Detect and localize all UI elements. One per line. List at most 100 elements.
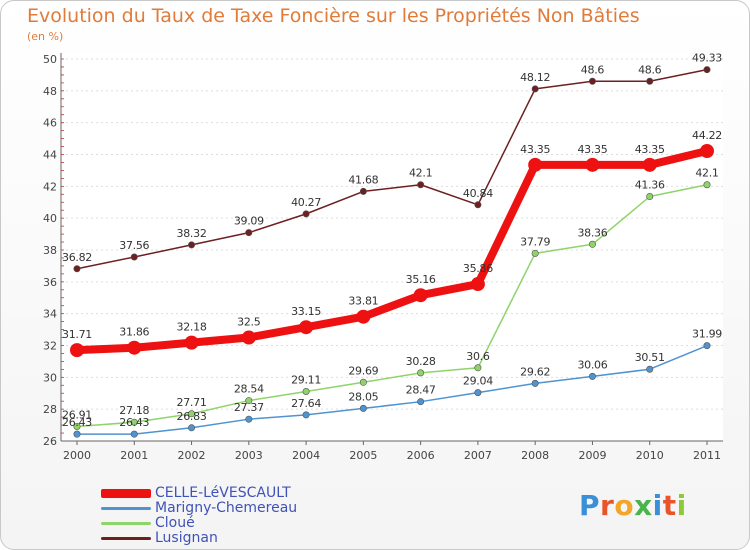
data-label-celle-l-vescault: 33.15 — [291, 305, 321, 318]
data-point-celle-l-vescault — [470, 277, 485, 292]
data-point-celle-l-vescault — [127, 340, 142, 355]
data-point-clou — [474, 364, 482, 372]
y-tick-label: 34 — [43, 308, 57, 321]
data-point-lusignan — [73, 265, 81, 273]
series-line-clou — [76, 184, 708, 428]
data-point-lusignan — [531, 85, 539, 93]
data-point-celle-l-vescault — [241, 330, 256, 345]
data-point-clou — [73, 423, 81, 431]
data-label-clou: 27.71 — [177, 396, 207, 409]
legend-item-marigny: Marigny-Chemereau — [101, 501, 297, 516]
data-point-celle-l-vescault — [528, 157, 543, 172]
data-label-clou: 30.28 — [406, 355, 436, 368]
legend: CELLE-LéVESCAULT Marigny-Chemereau Cloué… — [101, 486, 297, 546]
legend-swatch-cloue — [101, 522, 151, 525]
data-label-lusignan: 41.68 — [348, 173, 378, 186]
data-point-lusignan — [359, 187, 367, 195]
data-point-marigny-chemereau — [188, 424, 196, 432]
data-point-marigny-chemereau — [302, 411, 310, 419]
data-label-celle-l-vescault: 31.86 — [119, 326, 149, 339]
data-point-marigny-chemereau — [73, 430, 81, 438]
data-label-marigny-chemereau: 27.37 — [234, 401, 264, 414]
data-label-marigny-chemereau: 29.04 — [463, 375, 493, 388]
data-label-celle-l-vescault: 32.18 — [177, 321, 207, 334]
data-label-celle-l-vescault: 43.35 — [520, 143, 550, 156]
data-point-celle-l-vescault — [299, 320, 314, 335]
data-label-lusignan: 48.12 — [520, 71, 550, 84]
data-point-clou — [646, 193, 654, 201]
data-label-clou: 26.91 — [62, 409, 92, 422]
data-point-clou — [130, 418, 138, 426]
x-tick-label: 2003 — [235, 449, 263, 462]
plot-area — [61, 53, 723, 441]
data-label-marigny-chemereau: 30.51 — [635, 351, 665, 364]
data-label-lusignan: 48.6 — [581, 63, 605, 76]
data-point-clou — [245, 397, 253, 405]
logo-letter: P — [579, 489, 601, 522]
data-point-marigny-chemereau — [474, 389, 482, 397]
y-tick-label: 40 — [43, 212, 57, 225]
x-tick-label: 2006 — [407, 449, 435, 462]
data-point-marigny-chemereau — [588, 372, 596, 380]
data-point-celle-l-vescault — [700, 143, 714, 158]
data-label-lusignan: 39.09 — [234, 215, 264, 228]
logo-letter: t — [662, 489, 677, 522]
y-tick-label: 48 — [43, 85, 57, 98]
data-label-lusignan: 40.84 — [463, 187, 493, 200]
y-tick-label: 26 — [43, 435, 57, 448]
x-tick-label: 2007 — [464, 449, 492, 462]
legend-label-lusignan: Lusignan — [155, 530, 218, 546]
data-point-lusignan — [703, 66, 711, 74]
data-point-marigny-chemereau — [245, 415, 253, 423]
y-tick-label: 30 — [43, 371, 57, 384]
data-point-celle-l-vescault — [585, 157, 600, 172]
data-label-lusignan: 37.56 — [119, 239, 149, 252]
data-label-clou: 29.11 — [291, 373, 321, 386]
data-label-marigny-chemereau: 29.62 — [520, 365, 550, 378]
x-tick-label: 2000 — [63, 449, 91, 462]
data-point-clou — [302, 387, 310, 395]
x-tick-label: 2001 — [120, 449, 148, 462]
logo-letter: x — [634, 489, 653, 522]
data-label-clou: 41.36 — [635, 179, 665, 192]
data-point-lusignan — [302, 210, 310, 218]
data-label-clou: 37.79 — [520, 235, 550, 248]
data-point-marigny-chemereau — [417, 398, 425, 406]
x-tick-label: 2011 — [693, 449, 721, 462]
data-label-lusignan: 48.6 — [638, 63, 662, 76]
data-label-clou: 42.1 — [695, 167, 718, 180]
data-point-clou — [531, 249, 539, 257]
proxiti-logo: Proxiti — [579, 489, 687, 522]
x-tick-label: 2004 — [292, 449, 320, 462]
data-label-marigny-chemereau: 28.47 — [406, 384, 436, 397]
data-point-marigny-chemereau — [130, 430, 138, 438]
data-label-celle-l-vescault: 31.71 — [62, 328, 92, 341]
y-tick-label: 32 — [43, 340, 57, 353]
data-label-clou: 29.69 — [348, 364, 378, 377]
data-label-lusignan: 49.33 — [692, 52, 722, 65]
data-label-celle-l-vescault: 43.35 — [635, 143, 665, 156]
logo-letter: r — [600, 489, 615, 522]
y-tick-label: 42 — [43, 180, 57, 193]
data-label-marigny-chemereau: 28.05 — [348, 390, 378, 403]
y-tick-label: 36 — [43, 276, 57, 289]
data-point-clou — [588, 240, 596, 248]
data-label-lusignan: 40.27 — [291, 196, 321, 209]
y-tick-label: 28 — [43, 403, 57, 416]
data-label-marigny-chemereau: 30.06 — [577, 358, 607, 371]
data-label-lusignan: 38.32 — [177, 227, 207, 240]
legend-swatch-marigny — [101, 507, 151, 510]
data-label-clou: 27.18 — [119, 404, 149, 417]
data-label-lusignan: 42.1 — [409, 167, 432, 180]
data-point-marigny-chemereau — [531, 379, 539, 387]
data-point-lusignan — [188, 241, 196, 249]
data-point-celle-l-vescault — [413, 288, 428, 303]
x-tick-label: 2010 — [636, 449, 664, 462]
data-point-lusignan — [474, 201, 482, 209]
data-label-celle-l-vescault: 43.35 — [577, 143, 607, 156]
data-label-clou: 28.54 — [234, 383, 264, 396]
data-label-marigny-chemereau: 27.64 — [291, 397, 321, 410]
data-point-clou — [359, 378, 367, 386]
data-point-lusignan — [417, 181, 425, 189]
